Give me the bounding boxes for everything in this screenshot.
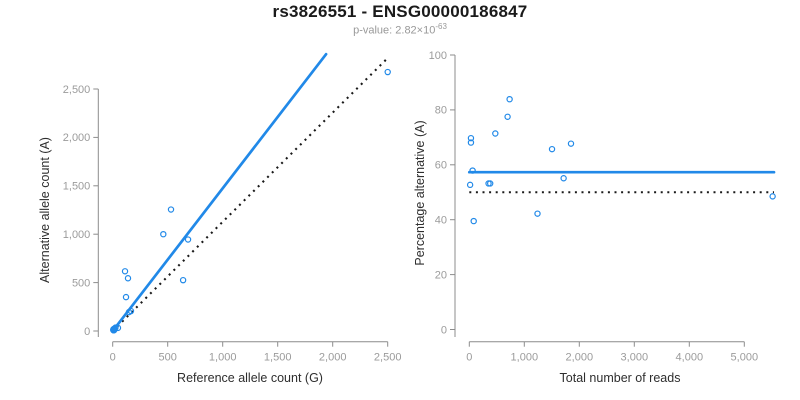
pvalue-exponent: -63 <box>435 22 447 31</box>
y-tick-label: 40 <box>435 215 447 227</box>
data-point <box>122 293 130 301</box>
x-tick-label: 1,500 <box>264 352 292 364</box>
data-point <box>506 95 513 103</box>
y-tick-label: 60 <box>435 160 447 172</box>
allele-count-scatter-plot: 0 500 1,000 1,500 2,000 2,500 0 500 1,000 1,500 2,… <box>63 52 402 364</box>
data-point <box>470 217 477 225</box>
x-tick-label: 2,000 <box>319 352 347 364</box>
data-point <box>160 230 167 238</box>
percentage-scatter-plot: 0 20 40 60 80 100 0 1,000 2,000 3,000 4,000 5,000 <box>429 50 776 364</box>
x-tick-label: 5,000 <box>731 352 759 364</box>
x-tick-label: 0 <box>466 352 472 364</box>
data-point <box>167 206 175 213</box>
y-tick-label: 0 <box>441 324 447 336</box>
y-tick-label: 80 <box>435 105 447 117</box>
data-point <box>121 268 129 275</box>
fit-line <box>111 52 328 333</box>
y-tick-label: 1,500 <box>63 181 91 193</box>
y-tick-label: 2,000 <box>63 132 91 144</box>
y-tick-label: 2,500 <box>63 84 91 96</box>
data-point <box>467 134 475 142</box>
y-tick-label: 0 <box>84 326 90 338</box>
x-tick-label: 3,000 <box>621 352 649 364</box>
data-point <box>769 193 776 200</box>
data-point <box>110 325 118 334</box>
x-tick-label: 4,000 <box>676 352 704 364</box>
data-point <box>467 139 475 146</box>
y-tick-label: 100 <box>429 50 447 62</box>
data-point <box>492 130 499 137</box>
data-point <box>567 140 575 147</box>
data-point <box>487 180 494 187</box>
x-tick-label: 1,000 <box>511 352 539 364</box>
data-point <box>469 167 476 174</box>
data-point <box>124 275 132 282</box>
data-point <box>127 307 135 315</box>
data-point <box>504 113 511 120</box>
data-point <box>179 276 187 284</box>
y-tick-label: 1,000 <box>63 229 91 241</box>
data-point <box>560 175 567 182</box>
data-point <box>184 236 192 243</box>
left-xaxis-title: Reference allele count (G) <box>177 371 323 385</box>
data-point <box>466 181 474 189</box>
figure-title: rs3826551 - ENSG00000186847 <box>272 2 528 21</box>
x-tick-label: 2,500 <box>374 352 402 364</box>
x-tick-label: 500 <box>159 352 177 364</box>
identity-line <box>111 57 389 332</box>
y-tick-label: 20 <box>435 269 447 281</box>
figure-subtitle: p-value: 2.82×10-63 <box>0 22 800 37</box>
left-yaxis-title: Alternative allele count (A) <box>38 137 52 283</box>
right-yaxis-title: Percentage alternative (A) <box>413 120 427 265</box>
y-tick-label: 500 <box>72 277 90 289</box>
data-point <box>384 68 391 76</box>
x-tick-label: 0 <box>110 352 116 364</box>
data-point <box>548 145 556 153</box>
x-tick-label: 2,000 <box>566 352 594 364</box>
right-xaxis-title: Total number of reads <box>560 371 681 385</box>
data-point <box>534 210 541 217</box>
pvalue-text: p-value: 2.82×10 <box>353 24 436 37</box>
x-tick-label: 1,000 <box>209 352 237 364</box>
